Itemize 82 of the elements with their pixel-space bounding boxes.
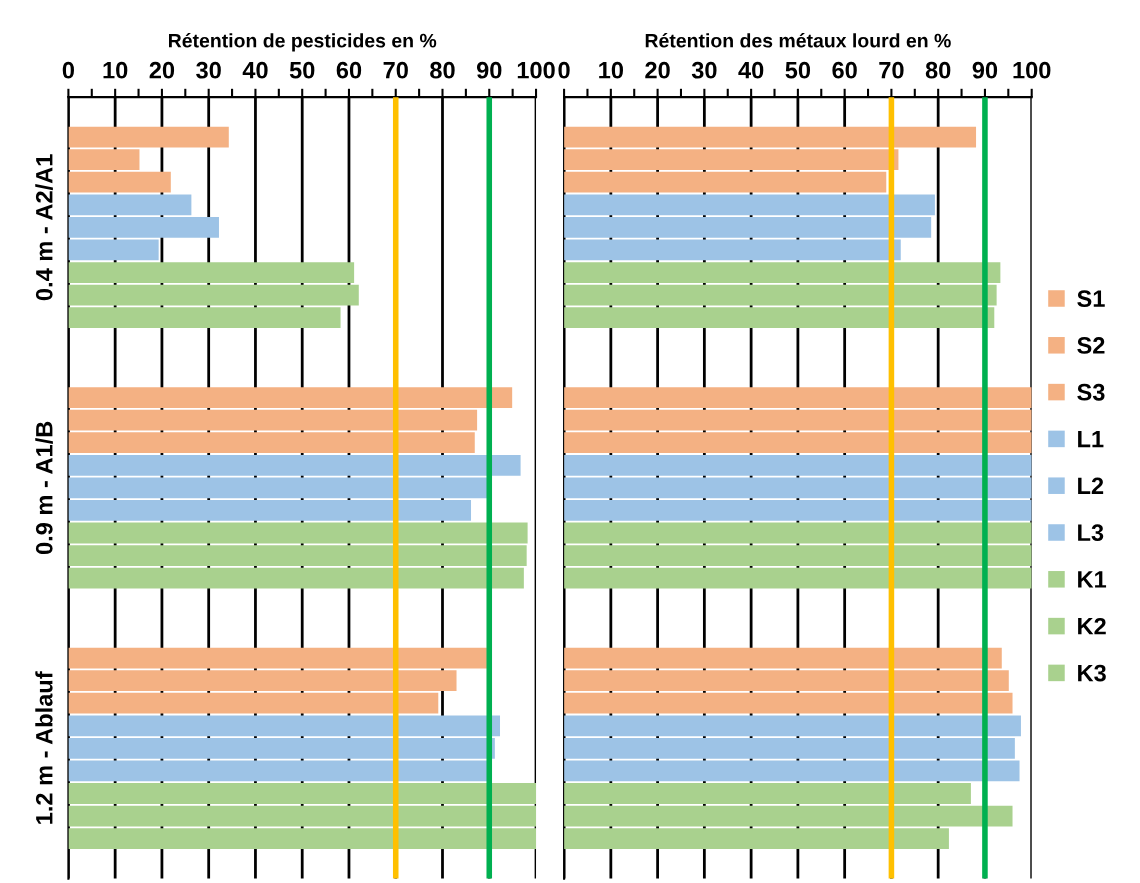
bar [68,500,472,521]
bar [68,670,457,691]
bar [68,828,537,850]
x-tick-label: 100 [1013,61,1051,79]
x-tick-label: 30 [691,61,717,79]
bar [564,737,1015,759]
legend-label: L3 [1078,524,1104,542]
bar [68,545,527,566]
x-tick-label: 20 [645,61,670,79]
x-tick-label: 60 [336,61,362,79]
bar [68,647,487,669]
legend-label: S3 [1077,383,1105,401]
bar [68,715,501,737]
bar [564,284,997,306]
legend-label: K1 [1078,571,1107,588]
legend-label: L1 [1078,430,1104,448]
x-tick-label: 0 [62,61,74,79]
legend-label: S1 [1077,290,1105,307]
bar [68,284,359,306]
bar [564,262,1001,283]
bar [564,670,1009,691]
x-tick-label: 90 [972,61,998,79]
bar [564,307,995,329]
bar [68,387,513,408]
bar [68,692,439,714]
x-tick-label: 10 [103,61,128,79]
x-tick-label: 40 [242,61,268,79]
x-tick-label: 80 [430,61,455,79]
x-tick-label: 0 [558,61,570,79]
bar [564,500,1032,521]
bar [68,760,489,782]
bar [564,715,1021,737]
bar [564,828,949,850]
x-axis-title: Rétention de pesticides en % [169,33,437,52]
x-tick-label: 50 [785,61,811,79]
x-tick-label: 70 [383,61,408,79]
bar [564,692,1013,714]
bar [68,194,192,216]
bar [68,149,140,171]
x-tick-label: 50 [289,61,315,79]
y-tick-label: 0.4 m - A2/A1 [35,154,53,301]
legend-label: S2 [1077,337,1105,354]
x-tick-label: 40 [738,61,764,79]
bar [564,194,935,216]
x-tick-label: 70 [879,61,904,79]
bar [68,805,537,827]
x-tick-label: 80 [925,61,951,79]
bar [68,216,219,238]
x-tick-label: 60 [832,61,857,79]
x-tick-label: 20 [149,61,175,79]
bar [564,522,1032,544]
bar [564,545,1032,566]
legend-label: L2 [1078,477,1104,494]
x-tick-label: 10 [599,61,624,79]
bar [564,567,1032,589]
bar [68,737,495,759]
bar [68,307,341,329]
bar [564,805,1013,827]
bar [564,126,977,148]
bar [68,239,159,261]
bar [564,647,1002,669]
bar [564,239,901,261]
bar [68,126,229,148]
y-tick-label: 0.9 m - A1/B [35,421,53,555]
bar [564,783,971,804]
y-tick-label: 1.2 m - Ablauf [35,671,53,824]
legend-label: K2 [1078,617,1106,635]
bar [564,171,887,193]
x-tick-label: 100 [517,61,555,79]
x-tick-label: 90 [476,61,502,79]
bar [564,760,1020,782]
bar [68,567,524,589]
legend-label: K3 [1078,664,1106,682]
bar [564,149,899,171]
bar [68,262,355,283]
bar [564,387,1032,408]
bar [68,783,537,804]
bar [68,522,528,544]
bar [564,216,932,238]
bar [68,171,171,193]
x-axis-title: Rétention des métaux lourd en % [645,33,951,48]
x-tick-label: 30 [196,61,221,79]
